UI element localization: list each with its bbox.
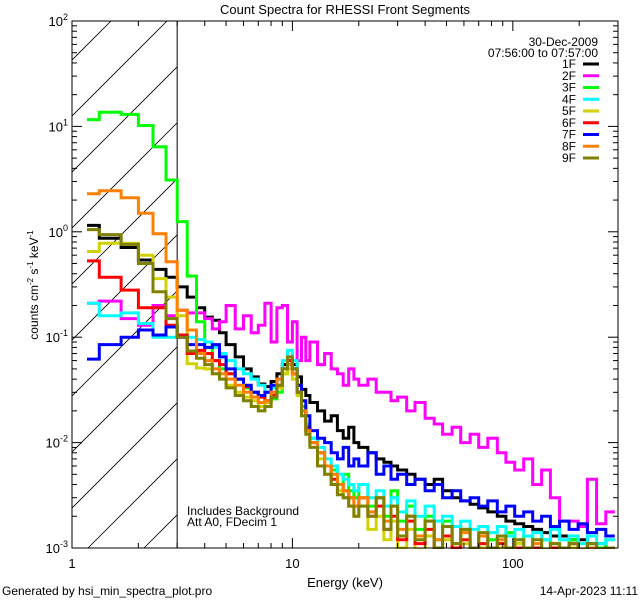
date-label: 30-Dec-2009 [529, 35, 599, 49]
legend-label-4F: 4F [562, 92, 576, 106]
series-line-2F [87, 299, 615, 528]
x-axis-label: Energy (keV) [307, 575, 383, 590]
hatch-line [72, 21, 168, 117]
series-line-5F [87, 241, 615, 549]
hatch-line [72, 346, 178, 453]
axes: 1 10 100 102 101 100 10-1 10-2 10-3 [46, 12, 619, 571]
y-tick-label: 10-2 [46, 434, 68, 451]
legend-label-3F: 3F [562, 81, 576, 95]
hatch-line [72, 178, 178, 285]
hatch-line [72, 234, 178, 341]
y-tick-label: 100 [49, 223, 68, 240]
y-tick-label: 102 [49, 12, 68, 29]
series-line-1F [87, 223, 615, 549]
series-line-9F [87, 228, 615, 549]
y-tick-label: 10-1 [46, 328, 68, 345]
hatch-line [72, 21, 112, 61]
y-tick-label: 101 [49, 117, 68, 134]
hatch-line [72, 402, 178, 509]
legend-label-2F: 2F [562, 69, 576, 83]
plot-frame [71, 20, 619, 549]
legend-label-6F: 6F [562, 116, 576, 130]
x-tick-label: 100 [502, 556, 524, 571]
hatch-lines [0, 0, 640, 548]
hatch-line [368, 0, 640, 548]
hatch-line [72, 290, 178, 397]
chart-title: Count Spectra for RHESSI Front Segments [220, 2, 470, 17]
hatch-line [0, 0, 128, 548]
x-tick-label: 1 [68, 556, 75, 571]
legend-label-8F: 8F [562, 139, 576, 153]
y-tick-label: 10-3 [46, 539, 68, 556]
time-range-label: 07:56:00 to 07:57:00 [488, 46, 598, 60]
legend-label-7F: 7F [562, 128, 576, 142]
series-line-7F [87, 325, 615, 538]
hatch-line [72, 66, 178, 173]
legend-label-9F: 9F [562, 151, 576, 165]
annotation-background: Includes Background [187, 504, 299, 518]
footer-generated-by: Generated by hsi_min_spectra_plot.pro [2, 584, 212, 598]
y-axis-label: counts cm-2 s-1 keV-1 [26, 230, 41, 340]
hatch-line [256, 0, 640, 548]
x-tick-label: 10 [285, 556, 299, 571]
legend-label-5F: 5F [562, 104, 576, 118]
series-group [87, 110, 615, 549]
legend-label-1F: 1F [562, 57, 576, 71]
footer-timestamp: 14-Apr-2023 11:11 [540, 584, 639, 598]
series-line-8F [87, 189, 615, 549]
annotation-attenuator: Att A0, FDecim 1 [187, 515, 277, 529]
